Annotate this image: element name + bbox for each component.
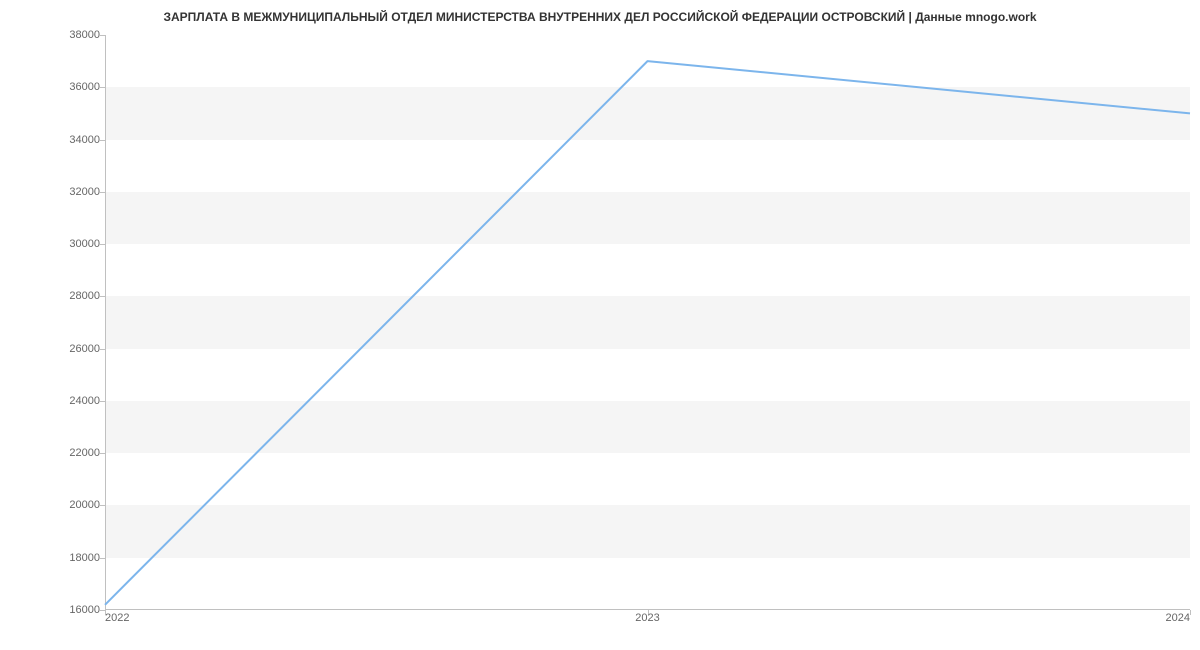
y-axis-tick-label: 30000 (60, 238, 100, 250)
x-axis-labels: 2022 2023 2024 (105, 612, 1190, 632)
y-axis-tick (100, 244, 105, 245)
y-axis-tick (100, 558, 105, 559)
data-line (105, 61, 1190, 605)
y-axis-tick-label: 18000 (60, 552, 100, 564)
y-axis-tick (100, 192, 105, 193)
y-axis-tick-label: 34000 (60, 134, 100, 146)
y-axis-tick (100, 87, 105, 88)
y-axis-tick-label: 28000 (60, 290, 100, 302)
y-axis-tick (100, 35, 105, 36)
y-axis-tick (100, 401, 105, 402)
y-axis-tick (100, 505, 105, 506)
y-axis-tick-label: 32000 (60, 186, 100, 198)
chart-container: 1600018000200002200024000260002800030000… (105, 35, 1190, 610)
plot-area (105, 35, 1190, 610)
chart-title: ЗАРПЛАТА В МЕЖМУНИЦИПАЛЬНЫЙ ОТДЕЛ МИНИСТ… (0, 0, 1200, 24)
y-axis-tick (100, 140, 105, 141)
y-axis-tick-label: 38000 (60, 29, 100, 41)
y-axis-tick (100, 296, 105, 297)
line-series (105, 35, 1190, 610)
y-axis-tick (100, 453, 105, 454)
y-axis-tick-label: 22000 (60, 447, 100, 459)
x-axis-tick-label: 2024 (1166, 612, 1190, 624)
y-axis-tick-label: 24000 (60, 395, 100, 407)
y-axis-tick-label: 26000 (60, 343, 100, 355)
x-axis-tick-label: 2023 (635, 612, 659, 624)
y-axis-tick (100, 349, 105, 350)
y-axis-tick-label: 20000 (60, 499, 100, 511)
x-axis-tick (1190, 610, 1191, 615)
x-axis-tick-label: 2022 (105, 612, 129, 624)
y-axis-labels: 1600018000200002200024000260002800030000… (60, 35, 100, 610)
y-axis-tick-label: 16000 (60, 604, 100, 616)
y-axis-tick-label: 36000 (60, 81, 100, 93)
